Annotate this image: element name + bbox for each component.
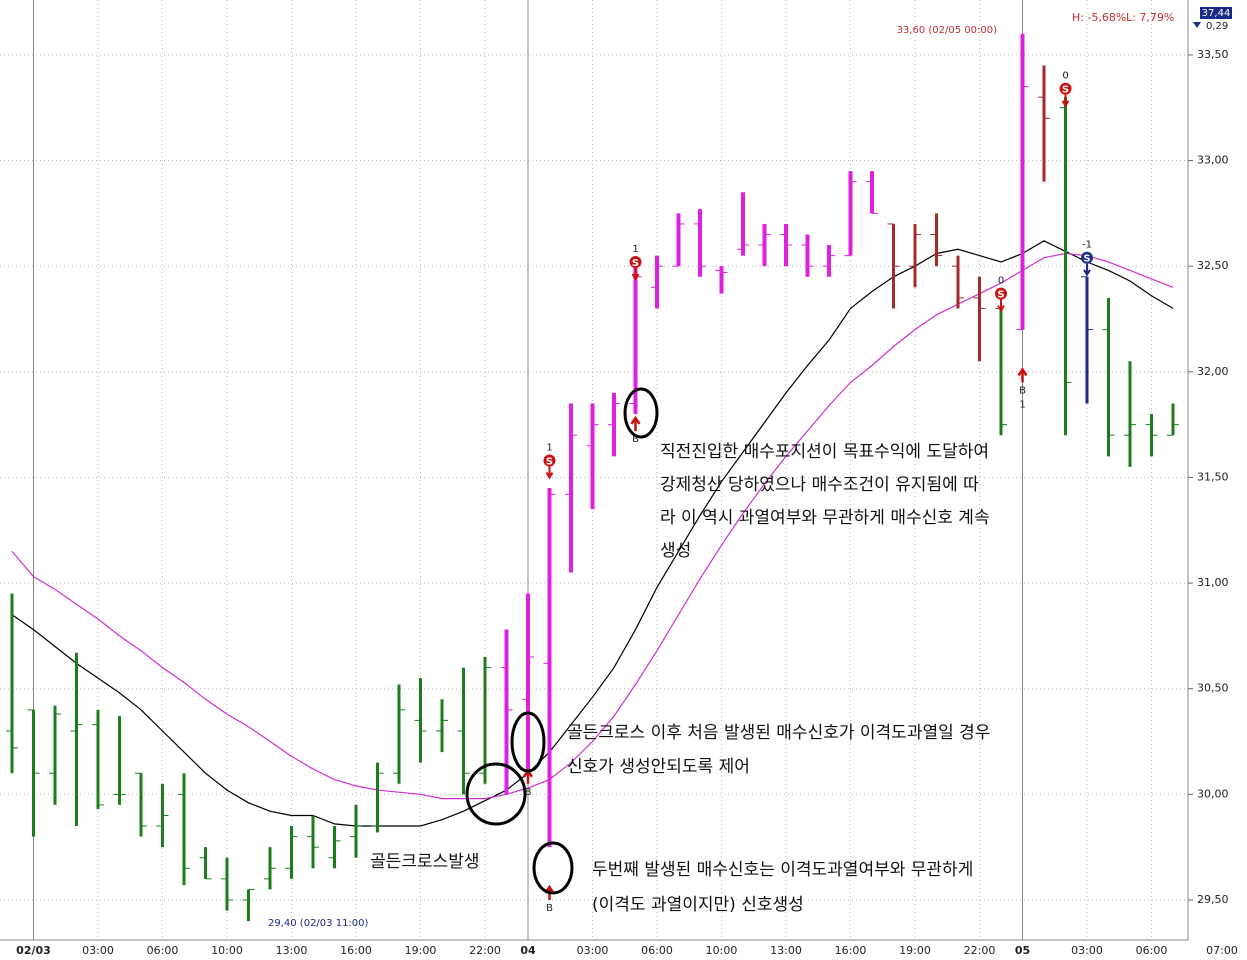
signal-side: S: [546, 457, 553, 468]
axis-price-box: [1200, 7, 1232, 19]
annotation: 신호가 생성안되도록 제어: [567, 757, 750, 777]
high-label: 33,60 (02/05 00:00): [897, 25, 998, 36]
signal-count: -1: [1082, 240, 1092, 251]
y-tick-label: 31,00: [1197, 576, 1229, 589]
signal-side: S: [1083, 254, 1090, 265]
x-tick-label: 03:00: [577, 944, 609, 957]
y-tick-label: 31,50: [1197, 470, 1229, 483]
annotation: (이격도 과열이지만) 신호생성: [592, 895, 804, 915]
signal-count: 0: [998, 276, 1004, 287]
signal-arrow: [997, 299, 1005, 313]
y-tick-label: 30,00: [1197, 787, 1229, 800]
x-tick-label: 03:00: [1071, 944, 1103, 957]
axis-price: 37,44: [1202, 8, 1231, 19]
x-tick-label: 06:00: [147, 944, 179, 957]
signal-arrow: [1083, 263, 1091, 277]
x-tick-label: 16:00: [835, 944, 867, 957]
stat-high: H: -5,68%: [1072, 11, 1126, 24]
x-tick-label: 10:00: [211, 944, 243, 957]
down-arrow: [1193, 22, 1201, 28]
signal-arrow: [1061, 94, 1070, 108]
x-tick-label: 19:00: [405, 944, 437, 957]
x-tick-label: 07:00: [1206, 944, 1238, 957]
x-tick-label: 16:00: [340, 944, 372, 957]
stat-low: L: 7,79%: [1126, 11, 1174, 24]
signal-count: 1: [1019, 399, 1025, 410]
x-tick-label: 13:00: [276, 944, 308, 957]
highlight-circle: [623, 387, 659, 439]
x-tick-label: 10:00: [706, 944, 738, 957]
annotation: 라 이 역시 과열여부와 무관하게 매수신호 계속: [660, 508, 990, 528]
x-tick-label: 02/03: [16, 944, 51, 957]
x-tick-label: 22:00: [964, 944, 996, 957]
signal-count: 1: [632, 244, 638, 255]
x-tick-label: 19:00: [899, 944, 931, 957]
highlight-circle: [465, 762, 527, 826]
y-tick-label: 32,50: [1197, 259, 1229, 272]
x-tick-label: 06:00: [641, 944, 673, 957]
signal-count: 1: [546, 443, 552, 454]
highlight-circle: [510, 711, 546, 773]
sell-signal: [995, 287, 1007, 300]
buy-signal: [630, 415, 641, 431]
annotation: 두번째 발생된 매수신호는 이격도과열여부와 무관하게: [592, 860, 973, 880]
annotation: 강제청산 당하였으나 매수조건이 유지됨에 따: [660, 475, 979, 495]
signal-arrow: [631, 267, 640, 281]
x-tick-label: 22:00: [469, 944, 501, 957]
signal-side: B: [632, 434, 639, 445]
x-tick-label: 06:00: [1136, 944, 1168, 957]
y-tick-label: 33,50: [1197, 48, 1229, 61]
y-tick-label: 33,00: [1197, 154, 1229, 167]
signal-count: 0: [1062, 71, 1068, 82]
sell-signal: [1059, 82, 1072, 95]
y-tick-label: 30,50: [1197, 682, 1229, 695]
sell-signal: [629, 255, 642, 268]
signal-side: S: [997, 290, 1004, 301]
signal-side: S: [632, 258, 639, 269]
signal-arrow: [545, 466, 554, 480]
highlight-circle: [532, 841, 574, 895]
annotation: 골든크로스 이후 처음 발생된 매수신호가 이격도과열일 경우: [567, 723, 990, 743]
signal-side: B: [525, 787, 532, 798]
moving-average: [11, 240, 1174, 827]
signal-side: S: [1062, 85, 1069, 96]
x-tick-label: 03:00: [82, 944, 114, 957]
signal-side: B: [1019, 385, 1026, 396]
sell-signal: [1081, 251, 1093, 264]
annotation: 직전진입한 매수포지션이 목표수익에 도달하여: [660, 442, 989, 462]
sell-signal: [543, 454, 556, 467]
low-label: 29,40 (02/03 11:00): [268, 918, 369, 929]
x-tick-label: 04: [520, 944, 536, 957]
annotation: 생성: [660, 541, 691, 561]
annotation: 골든크로스발생: [370, 852, 479, 872]
buy-signal: [1017, 367, 1028, 383]
y-tick-label: 29,50: [1197, 893, 1229, 906]
axis-change: 0,29: [1206, 21, 1228, 32]
signal-side: B: [546, 903, 553, 914]
x-tick-label: 13:00: [770, 944, 802, 957]
y-tick-label: 32,00: [1197, 365, 1229, 378]
x-tick-label: 05: [1015, 944, 1030, 957]
